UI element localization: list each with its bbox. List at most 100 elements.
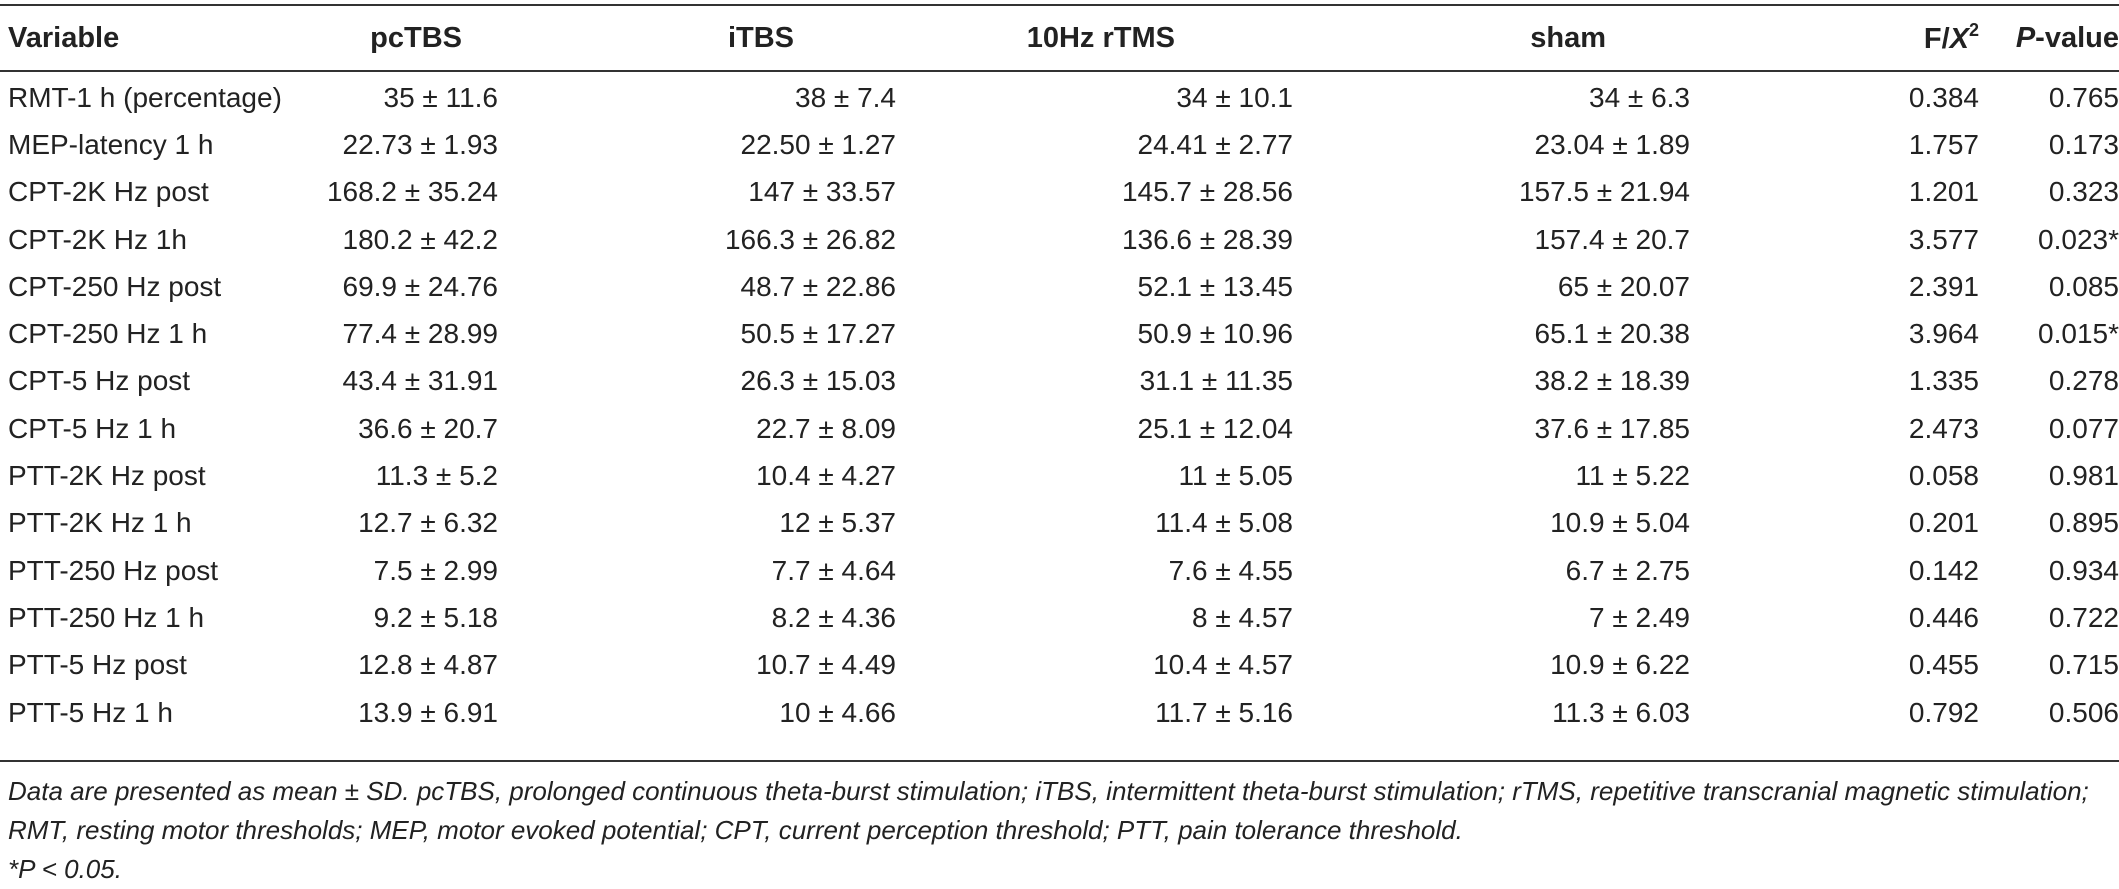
cell-pctbs: 77.4 ± 28.99 xyxy=(342,318,499,350)
table-row: MEP-latency 1 h 22.73 ± 1.93 22.50 ± 1.27 2… xyxy=(0,121,2119,168)
cell-itbs: 22.50 ± 1.27 xyxy=(740,128,897,160)
cell-variable: CPT-250 Hz 1 h xyxy=(8,318,208,350)
header-p-italic: P xyxy=(2015,21,2036,54)
table-row: PTT-5 Hz post 12.8 ± 4.87 10.7 ± 4.49 10.4 … xyxy=(0,642,2119,689)
cell-pctbs: 69.9 ± 24.76 xyxy=(342,270,499,302)
cell-itbs: 147 ± 33.57 xyxy=(748,176,896,208)
cell-variable: PTT-2K Hz 1 h xyxy=(8,507,192,539)
cell-sham: 10.9 ± 6.22 xyxy=(1550,649,1690,681)
cell-variable: CPT-2K Hz 1h xyxy=(8,223,187,255)
header-f-symbol: X xyxy=(1949,23,1969,55)
cell-p-value: 0.015* xyxy=(2038,318,2119,350)
cell-pctbs: 180.2 ± 42.2 xyxy=(342,223,499,255)
cell-pctbs: 168.2 ± 35.24 xyxy=(326,176,498,208)
table-row: PTT-250 Hz 1 h 9.2 ± 5.18 8.2 ± 4.36 8 ± 4.… xyxy=(0,594,2119,641)
cell-itbs: 8.2 ± 4.36 xyxy=(771,601,896,633)
cell-p-value: 0.323 xyxy=(2048,176,2119,208)
header-itbs-label: iTBS xyxy=(727,21,794,54)
header-p-rest: -value xyxy=(2035,21,2119,54)
cell-f-value: 1.201 xyxy=(1908,176,1979,208)
cell-variable: CPT-250 Hz post xyxy=(8,270,222,302)
cell-10hz-rtms: 11.4 ± 5.08 xyxy=(1155,507,1293,539)
cell-10hz-rtms: 11 ± 5.05 xyxy=(1178,460,1294,492)
table-row: CPT-5 Hz 1 h 36.6 ± 20.7 22.7 ± 8.09 25.1 ±… xyxy=(0,405,2119,452)
cell-10hz-rtms: 8 ± 4.57 xyxy=(1192,601,1293,633)
cell-sham: 157.4 ± 20.7 xyxy=(1534,223,1691,255)
cell-f-value: 0.455 xyxy=(1908,649,1979,681)
cell-p-value: 0.715 xyxy=(2048,649,2119,681)
cell-10hz-rtms: 10.4 ± 4.57 xyxy=(1153,649,1293,681)
cell-f-value: 3.964 xyxy=(1908,318,1979,350)
cell-f-value: 1.757 xyxy=(1908,128,1979,160)
cell-variable: CPT-5 Hz post xyxy=(8,365,191,397)
cell-sham: 6.7 ± 2.75 xyxy=(1565,554,1690,586)
cell-sham: 157.5 ± 21.94 xyxy=(1518,176,1690,208)
cell-itbs: 7.7 ± 4.64 xyxy=(771,554,896,586)
table-row: PTT-2K Hz post 11.3 ± 5.2 10.4 ± 4.27 11 ± … xyxy=(0,452,2119,499)
cell-pctbs: 12.7 ± 6.32 xyxy=(358,507,498,539)
cell-p-value: 0.722 xyxy=(2048,601,2119,633)
cell-10hz-rtms: 52.1 ± 13.45 xyxy=(1137,270,1294,302)
cell-itbs: 26.3 ± 15.03 xyxy=(740,365,897,397)
cell-10hz-rtms: 145.7 ± 28.56 xyxy=(1121,176,1293,208)
cell-sham: 37.6 ± 17.85 xyxy=(1534,412,1691,444)
header-f-prefix: F/ xyxy=(1923,23,1950,55)
header-itbs: iTBS xyxy=(498,6,896,70)
cell-10hz-rtms: 31.1 ± 11.35 xyxy=(1139,365,1293,397)
cell-p-value: 0.895 xyxy=(2048,507,2119,539)
header-pctbs: pcTBS xyxy=(308,6,498,70)
table-row: CPT-250 Hz 1 h 77.4 ± 28.99 50.5 ± 17.27 50… xyxy=(0,310,2119,357)
cell-10hz-rtms: 50.9 ± 10.96 xyxy=(1137,318,1294,350)
header-10hz-rtms-label: 10Hz rTMS xyxy=(1026,21,1175,54)
cell-pctbs: 11.3 ± 5.2 xyxy=(375,460,498,492)
significance-note: *P < 0.05. xyxy=(8,854,122,884)
cell-pctbs: 43.4 ± 31.91 xyxy=(342,365,499,397)
cell-p-value: 0.077 xyxy=(2048,412,2119,444)
cell-sham: 34 ± 6.3 xyxy=(1589,81,1690,113)
cell-10hz-rtms: 7.6 ± 4.55 xyxy=(1168,554,1293,586)
cell-f-value: 3.577 xyxy=(1908,223,1979,255)
cell-variable: PTT-5 Hz post xyxy=(8,649,187,681)
cell-f-value: 0.446 xyxy=(1908,601,1979,633)
cell-pctbs: 22.73 ± 1.93 xyxy=(342,128,499,160)
table-row: PTT-2K Hz 1 h 12.7 ± 6.32 12 ± 5.37 11.4 ± … xyxy=(0,500,2119,547)
cell-p-value: 0.278 xyxy=(2048,365,2119,397)
cell-pctbs: 35 ± 11.6 xyxy=(383,81,499,113)
cell-variable: PTT-2K Hz post xyxy=(8,460,206,492)
header-p-value: P-value xyxy=(1979,6,2119,70)
cell-f-value: 0.201 xyxy=(1908,507,1979,539)
cell-10hz-rtms: 24.41 ± 2.77 xyxy=(1137,128,1294,160)
cell-sham: 65.1 ± 20.38 xyxy=(1534,318,1691,350)
header-f-x2: F/X2 xyxy=(1690,6,1979,70)
cell-variable: PTT-5 Hz 1 h xyxy=(8,696,173,728)
table-row: CPT-250 Hz post 69.9 ± 24.76 48.7 ± 22.86 5… xyxy=(0,263,2119,310)
cell-itbs: 48.7 ± 22.86 xyxy=(740,270,897,302)
cell-sham: 10.9 ± 5.04 xyxy=(1550,507,1690,539)
header-row: Variable pcTBS iTBS 10Hz rTMS sham F/X2 … xyxy=(0,6,2119,70)
cell-sham: 11 ± 5.22 xyxy=(1575,460,1691,492)
header-pctbs-label: pcTBS xyxy=(370,21,462,54)
cell-f-value: 2.391 xyxy=(1908,270,1979,302)
table-row: PTT-5 Hz 1 h 13.9 ± 6.91 10 ± 4.66 11.7 ± 5… xyxy=(0,689,2119,736)
table-footnote: Data are presented as mean ± SD. pcTBS, … xyxy=(8,776,2089,845)
cell-variable: MEP-latency 1 h xyxy=(8,128,214,160)
cell-itbs: 12 ± 5.37 xyxy=(779,507,896,539)
bottom-rule xyxy=(0,760,2119,762)
cell-pctbs: 7.5 ± 2.99 xyxy=(373,554,498,586)
cell-itbs: 10.4 ± 4.27 xyxy=(756,460,896,492)
header-variable: Variable xyxy=(8,21,120,54)
cell-f-value: 0.058 xyxy=(1908,460,1979,492)
cell-sham: 7 ± 2.49 xyxy=(1589,601,1690,633)
cell-variable: CPT-2K Hz post xyxy=(8,176,209,208)
results-table: Variable pcTBS iTBS 10Hz rTMS sham F/X2 … xyxy=(0,6,2119,736)
cell-10hz-rtms: 25.1 ± 12.04 xyxy=(1137,412,1294,444)
table-header: Variable pcTBS iTBS 10Hz rTMS sham F/X2 … xyxy=(0,6,2119,70)
cell-10hz-rtms: 136.6 ± 28.39 xyxy=(1121,223,1293,255)
table-row: CPT-2K Hz post 168.2 ± 35.24 147 ± 33.57 14… xyxy=(0,169,2119,216)
cell-itbs: 10 ± 4.66 xyxy=(779,696,896,728)
cell-pctbs: 9.2 ± 5.18 xyxy=(373,601,498,633)
cell-p-value: 0.506 xyxy=(2048,696,2119,728)
cell-itbs: 10.7 ± 4.49 xyxy=(756,649,896,681)
cell-10hz-rtms: 34 ± 10.1 xyxy=(1176,81,1293,113)
cell-p-value: 0.981 xyxy=(2048,460,2119,492)
